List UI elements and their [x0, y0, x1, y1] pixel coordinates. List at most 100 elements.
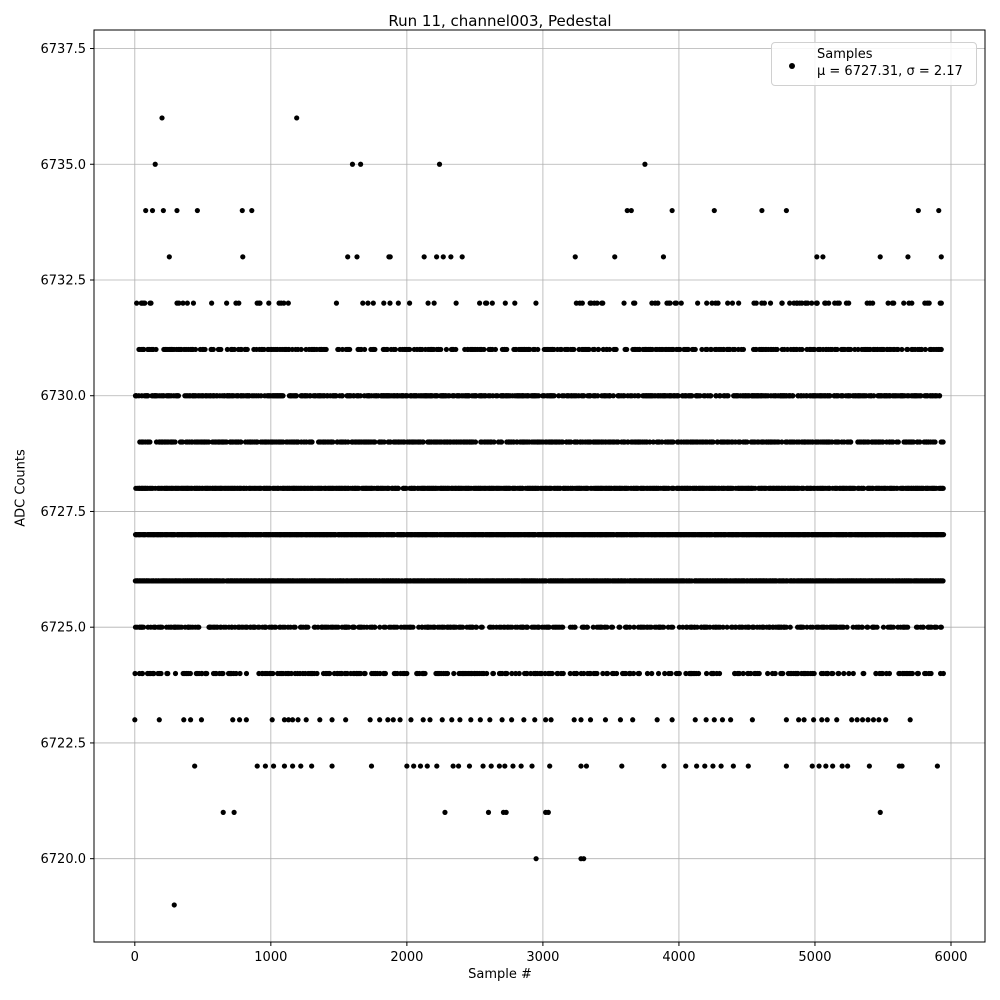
data-point: [926, 300, 932, 306]
data-point: [176, 300, 182, 306]
data-point: [846, 300, 852, 306]
data-point: [362, 670, 368, 677]
data-point: [649, 670, 655, 677]
data-point: [484, 300, 490, 306]
data-point: [624, 346, 630, 353]
data-point: [861, 670, 867, 677]
data-point: [890, 624, 897, 630]
data-point: [293, 393, 300, 399]
data-point: [615, 439, 621, 445]
data-point: [880, 624, 887, 630]
data-point: [901, 300, 907, 306]
data-point: [790, 393, 796, 399]
data-point: [358, 670, 364, 677]
data-point: [720, 624, 726, 630]
data-point: [779, 439, 785, 445]
data-point: [600, 300, 606, 306]
data-point: [716, 670, 723, 677]
data-point: [632, 300, 638, 306]
data-point: [607, 346, 613, 353]
data-point: [729, 300, 736, 306]
data-point: [870, 300, 876, 306]
data-point: [535, 346, 541, 353]
data-point: [420, 439, 426, 445]
data-point: [258, 393, 264, 399]
data-point: [627, 624, 633, 630]
data-point: [621, 300, 627, 306]
data-point: [513, 670, 519, 677]
data-point: [233, 670, 239, 677]
data-point: [382, 670, 388, 677]
data-point: [546, 624, 552, 630]
data-point: [266, 300, 272, 306]
data-point: [536, 393, 542, 399]
data-point: [604, 624, 610, 630]
data-point: [372, 439, 378, 445]
data-point: [404, 670, 410, 677]
data-point: [370, 300, 376, 306]
data-point: [748, 670, 754, 677]
data-point: [560, 624, 566, 630]
data-point: [604, 670, 611, 677]
data-point: [377, 624, 383, 630]
data-point: [708, 393, 714, 399]
data-point: [861, 485, 867, 491]
data-point: [533, 300, 539, 306]
data-point: [460, 624, 466, 630]
data-point: [814, 300, 820, 306]
data-point: [285, 300, 291, 306]
data-point: [142, 300, 148, 306]
data-point: [692, 346, 698, 353]
data-point: [594, 670, 600, 677]
data-point: [885, 300, 891, 306]
data-point: [874, 624, 880, 630]
data-point: [636, 670, 642, 677]
data-point: [905, 624, 911, 630]
data-point: [774, 346, 780, 353]
data-point: [810, 624, 816, 630]
data-point: [172, 439, 178, 445]
data-point: [940, 485, 946, 491]
data-point: [919, 346, 925, 353]
data-point: [179, 439, 186, 445]
data-point: [677, 346, 683, 353]
data-point: [780, 670, 786, 677]
data-point: [281, 300, 287, 306]
data-point: [676, 670, 682, 677]
data-point: [673, 300, 679, 306]
data-point: [675, 393, 681, 399]
data-point: [567, 670, 573, 677]
data-point: [765, 670, 771, 677]
data-point: [772, 670, 778, 677]
data-point: [392, 346, 398, 353]
data-point: [617, 624, 623, 630]
data-point: [196, 624, 202, 630]
data-point: [453, 300, 459, 306]
data-point: [708, 346, 714, 353]
data-point: [591, 346, 597, 353]
data-point: [504, 346, 510, 353]
data-point: [826, 300, 832, 306]
data-point: [238, 439, 244, 445]
data-point: [218, 346, 224, 353]
data-point: [661, 624, 667, 630]
data-point: [381, 300, 387, 306]
data-point: [650, 439, 656, 445]
data-point: [472, 439, 479, 445]
data-point: [895, 439, 901, 445]
data-point: [940, 578, 946, 584]
data-point: [581, 670, 587, 677]
data-point: [327, 670, 333, 677]
data-point: [558, 346, 564, 353]
data-point: [844, 624, 850, 630]
data-point: [744, 439, 750, 445]
data-point: [595, 393, 601, 399]
data-point: [609, 624, 616, 630]
data-point: [859, 624, 865, 630]
data-point: [779, 300, 785, 306]
data-point: [335, 624, 341, 630]
data-point: [498, 439, 505, 445]
data-point: [148, 300, 154, 306]
data-point: [590, 624, 596, 630]
